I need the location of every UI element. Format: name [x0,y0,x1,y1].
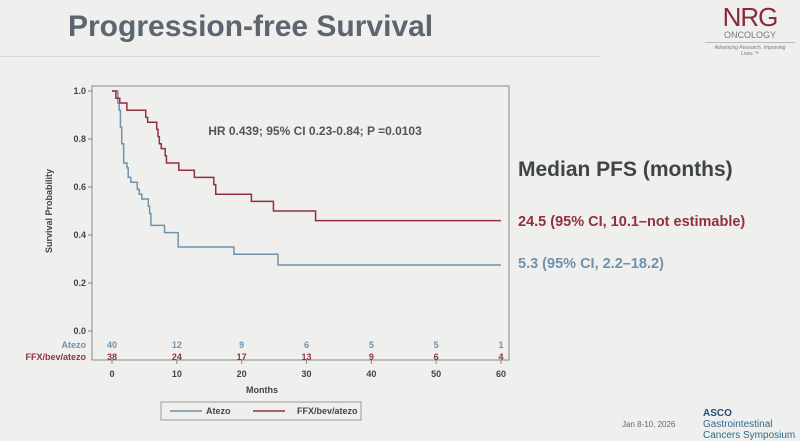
asco-line1: Gastrointestinal [703,419,773,430]
risk-count: 38 [107,352,117,362]
legend-box [160,401,362,421]
risk-count: 12 [172,340,182,350]
x-tick-label: 10 [172,369,182,379]
risk-row-label: FFX/bev/atezo [25,352,86,362]
slide-title: Progression-free Survival [68,10,434,43]
asco-logo: ASCO Gastrointestinal Cancers Symposium [703,408,800,441]
median-pfs-title: Median PFS (months) [518,158,733,181]
y-tick-label: 1.0 [73,86,86,96]
y-tick-label: 0.8 [73,134,86,144]
hr-annotation: HR 0.439; 95% CI 0.23-0.84; P =0.0103 [208,124,422,138]
median-atezo: 5.3 (95% CI, 2.2–18.2) [518,256,664,272]
risk-count: 6 [434,352,439,362]
risk-count: 13 [301,352,311,362]
x-tick-label: 0 [109,369,114,379]
x-tick-label: 30 [301,369,311,379]
risk-count: 6 [304,340,309,350]
y-axis-label: Survival Probability [44,169,54,253]
plot-frame [91,85,510,361]
legend-label: Atezo [206,406,231,416]
logo-tagline: Advancing Research. Improving Lives.™ [705,42,795,57]
nrg-oncology-logo: NRG ONCOLOGY Advancing Research. Improvi… [705,4,795,57]
median-ffx: 24.5 (95% CI, 10.1–not estimable) [518,214,746,230]
x-tick-label: 50 [431,369,441,379]
title-divider [0,56,600,57]
asco-line2: Cancers Symposium [703,430,796,441]
x-tick-label: 60 [496,369,506,379]
logo-name: NRG [722,2,779,32]
x-tick-label: 40 [366,369,376,379]
y-tick-label: 0.4 [73,230,86,240]
risk-count: 1 [498,340,503,350]
km-curve-ffx-bev-atezo [112,90,501,222]
y-tick-label: 0.2 [73,278,86,288]
risk-count: 5 [369,340,374,350]
y-tick-label: 0.6 [73,182,86,192]
risk-count: 24 [172,352,182,362]
y-tick-label: 0.0 [73,326,86,336]
footer-date: Jan 8-10, 2026 [622,420,676,429]
risk-count: 4 [498,352,503,362]
risk-count: 9 [239,340,244,350]
km-curve-atezo [112,90,501,266]
risk-count: 5 [434,340,439,350]
risk-row-label: Atezo [62,340,87,350]
legend-label: FFX/bev/atezo [297,406,358,416]
risk-count: 9 [369,352,374,362]
x-axis-label: Months [246,385,278,395]
asco-brand: ASCO [703,408,732,419]
risk-count: 17 [237,352,247,362]
risk-count: 40 [107,340,117,350]
x-tick-label: 20 [237,369,247,379]
logo-subtitle: ONCOLOGY [723,30,776,40]
